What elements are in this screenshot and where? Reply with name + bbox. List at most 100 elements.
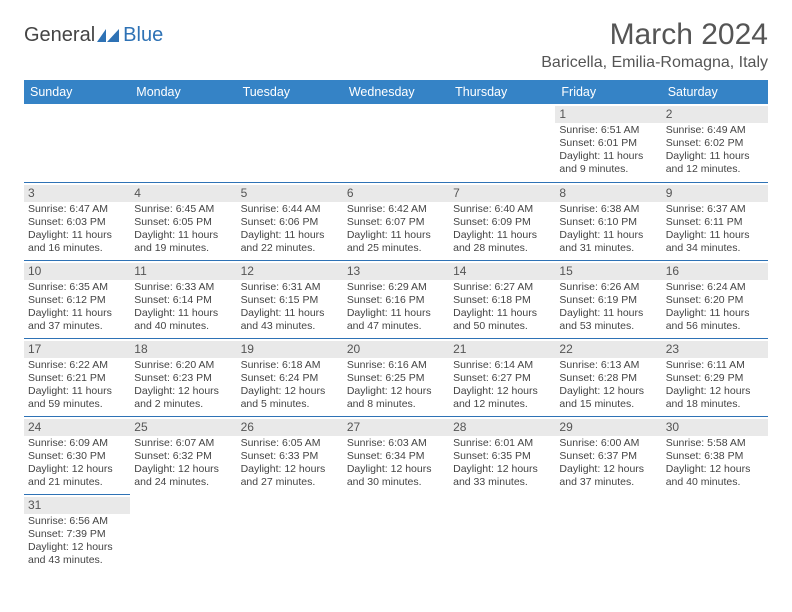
calendar-cell: 18Sunrise: 6:20 AMSunset: 6:23 PMDayligh… <box>130 338 236 416</box>
sunrise-text: Sunrise: 6:31 AM <box>241 281 339 294</box>
calendar-cell <box>130 104 236 182</box>
brand-logo: General Blue <box>24 24 163 47</box>
daylight-text: Daylight: 12 hours and 27 minutes. <box>241 463 339 489</box>
sunrise-text: Sunrise: 6:56 AM <box>28 515 126 528</box>
daylight-text: Daylight: 12 hours and 2 minutes. <box>134 385 232 411</box>
daylight-text: Daylight: 12 hours and 12 minutes. <box>453 385 551 411</box>
day-number: 14 <box>449 263 555 280</box>
sunset-text: Sunset: 6:23 PM <box>134 372 232 385</box>
calendar-row: 1Sunrise: 6:51 AMSunset: 6:01 PMDaylight… <box>24 104 768 182</box>
sunset-text: Sunset: 6:35 PM <box>453 450 551 463</box>
calendar-cell: 1Sunrise: 6:51 AMSunset: 6:01 PMDaylight… <box>555 104 661 182</box>
sunrise-text: Sunrise: 6:24 AM <box>666 281 764 294</box>
daylight-text: Daylight: 11 hours and 34 minutes. <box>666 229 764 255</box>
day-number: 7 <box>449 185 555 202</box>
location-text: Baricella, Emilia-Romagna, Italy <box>541 54 768 72</box>
calendar-cell: 6Sunrise: 6:42 AMSunset: 6:07 PMDaylight… <box>343 182 449 260</box>
sunrise-text: Sunrise: 6:51 AM <box>559 124 657 137</box>
sunset-text: Sunset: 6:20 PM <box>666 294 764 307</box>
calendar-cell: 5Sunrise: 6:44 AMSunset: 6:06 PMDaylight… <box>237 182 343 260</box>
day-number: 31 <box>24 497 130 514</box>
calendar-cell: 20Sunrise: 6:16 AMSunset: 6:25 PMDayligh… <box>343 338 449 416</box>
sunset-text: Sunset: 6:12 PM <box>28 294 126 307</box>
calendar-cell: 14Sunrise: 6:27 AMSunset: 6:18 PMDayligh… <box>449 260 555 338</box>
calendar-cell <box>555 494 661 572</box>
calendar-cell <box>343 494 449 572</box>
calendar-cell: 3Sunrise: 6:47 AMSunset: 6:03 PMDaylight… <box>24 182 130 260</box>
day-number: 8 <box>555 185 661 202</box>
sunset-text: Sunset: 6:03 PM <box>28 216 126 229</box>
calendar-cell: 4Sunrise: 6:45 AMSunset: 6:05 PMDaylight… <box>130 182 236 260</box>
daylight-text: Daylight: 11 hours and 40 minutes. <box>134 307 232 333</box>
daylight-text: Daylight: 12 hours and 5 minutes. <box>241 385 339 411</box>
calendar-cell <box>24 104 130 182</box>
calendar-cell: 11Sunrise: 6:33 AMSunset: 6:14 PMDayligh… <box>130 260 236 338</box>
calendar-row: 24Sunrise: 6:09 AMSunset: 6:30 PMDayligh… <box>24 416 768 494</box>
day-number: 9 <box>662 185 768 202</box>
calendar-row: 31Sunrise: 6:56 AMSunset: 7:39 PMDayligh… <box>24 494 768 572</box>
day-header: Wednesday <box>343 80 449 104</box>
sunrise-text: Sunrise: 6:13 AM <box>559 359 657 372</box>
month-title: March 2024 <box>541 18 768 52</box>
sunrise-text: Sunrise: 6:22 AM <box>28 359 126 372</box>
day-number: 28 <box>449 419 555 436</box>
sunrise-text: Sunrise: 6:16 AM <box>347 359 445 372</box>
sunrise-text: Sunrise: 6:00 AM <box>559 437 657 450</box>
daylight-text: Daylight: 12 hours and 18 minutes. <box>666 385 764 411</box>
day-number: 20 <box>343 341 449 358</box>
calendar-cell: 19Sunrise: 6:18 AMSunset: 6:24 PMDayligh… <box>237 338 343 416</box>
sunset-text: Sunset: 6:16 PM <box>347 294 445 307</box>
day-number: 17 <box>24 341 130 358</box>
day-header: Saturday <box>662 80 768 104</box>
calendar-table: Sunday Monday Tuesday Wednesday Thursday… <box>24 80 768 572</box>
day-header: Monday <box>130 80 236 104</box>
sunset-text: Sunset: 6:19 PM <box>559 294 657 307</box>
daylight-text: Daylight: 12 hours and 8 minutes. <box>347 385 445 411</box>
sunrise-text: Sunrise: 6:26 AM <box>559 281 657 294</box>
daylight-text: Daylight: 11 hours and 31 minutes. <box>559 229 657 255</box>
sunrise-text: Sunrise: 5:58 AM <box>666 437 764 450</box>
calendar-cell <box>237 494 343 572</box>
calendar-row: 3Sunrise: 6:47 AMSunset: 6:03 PMDaylight… <box>24 182 768 260</box>
calendar-row: 10Sunrise: 6:35 AMSunset: 6:12 PMDayligh… <box>24 260 768 338</box>
calendar-row: 17Sunrise: 6:22 AMSunset: 6:21 PMDayligh… <box>24 338 768 416</box>
calendar-cell <box>130 494 236 572</box>
sunset-text: Sunset: 6:32 PM <box>134 450 232 463</box>
daylight-text: Daylight: 12 hours and 21 minutes. <box>28 463 126 489</box>
calendar-cell: 23Sunrise: 6:11 AMSunset: 6:29 PMDayligh… <box>662 338 768 416</box>
daylight-text: Daylight: 12 hours and 24 minutes. <box>134 463 232 489</box>
daylight-text: Daylight: 12 hours and 15 minutes. <box>559 385 657 411</box>
day-number: 21 <box>449 341 555 358</box>
day-number: 13 <box>343 263 449 280</box>
sunset-text: Sunset: 6:07 PM <box>347 216 445 229</box>
calendar-cell <box>449 494 555 572</box>
calendar-cell <box>343 104 449 182</box>
day-number: 23 <box>662 341 768 358</box>
calendar-cell: 9Sunrise: 6:37 AMSunset: 6:11 PMDaylight… <box>662 182 768 260</box>
day-number: 25 <box>130 419 236 436</box>
day-number: 4 <box>130 185 236 202</box>
sunset-text: Sunset: 6:14 PM <box>134 294 232 307</box>
sunrise-text: Sunrise: 6:18 AM <box>241 359 339 372</box>
calendar-cell: 31Sunrise: 6:56 AMSunset: 7:39 PMDayligh… <box>24 494 130 572</box>
sunrise-text: Sunrise: 6:29 AM <box>347 281 445 294</box>
daylight-text: Daylight: 11 hours and 16 minutes. <box>28 229 126 255</box>
daylight-text: Daylight: 11 hours and 28 minutes. <box>453 229 551 255</box>
sunset-text: Sunset: 6:29 PM <box>666 372 764 385</box>
day-number: 2 <box>662 106 768 123</box>
sunrise-text: Sunrise: 6:47 AM <box>28 203 126 216</box>
day-number: 27 <box>343 419 449 436</box>
sunset-text: Sunset: 6:10 PM <box>559 216 657 229</box>
calendar-cell: 12Sunrise: 6:31 AMSunset: 6:15 PMDayligh… <box>237 260 343 338</box>
sunset-text: Sunset: 6:11 PM <box>666 216 764 229</box>
sunset-text: Sunset: 6:27 PM <box>453 372 551 385</box>
sunrise-text: Sunrise: 6:45 AM <box>134 203 232 216</box>
daylight-text: Daylight: 12 hours and 37 minutes. <box>559 463 657 489</box>
daylight-text: Daylight: 12 hours and 40 minutes. <box>666 463 764 489</box>
page-header: General Blue March 2024 Baricella, Emili… <box>24 18 768 72</box>
sunset-text: Sunset: 6:24 PM <box>241 372 339 385</box>
calendar-cell: 10Sunrise: 6:35 AMSunset: 6:12 PMDayligh… <box>24 260 130 338</box>
sunset-text: Sunset: 6:30 PM <box>28 450 126 463</box>
sunrise-text: Sunrise: 6:27 AM <box>453 281 551 294</box>
sunrise-text: Sunrise: 6:05 AM <box>241 437 339 450</box>
